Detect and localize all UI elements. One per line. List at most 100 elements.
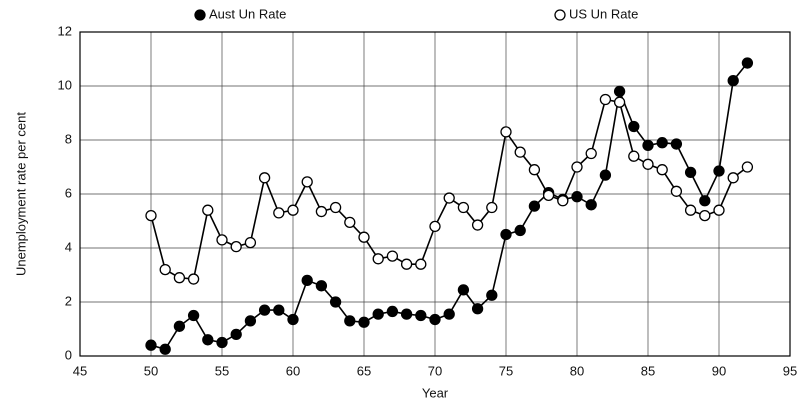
point <box>727 74 739 87</box>
x-axis-label: Year <box>422 385 449 400</box>
y-tick-label: 6 <box>65 185 72 200</box>
point <box>599 93 612 106</box>
point <box>273 207 285 219</box>
point <box>628 120 640 133</box>
point <box>514 224 526 237</box>
point <box>741 57 754 69</box>
point <box>713 165 725 177</box>
point <box>372 253 384 265</box>
point <box>557 195 569 207</box>
point <box>542 189 555 202</box>
point <box>159 263 171 276</box>
point <box>415 258 427 270</box>
point <box>727 172 739 184</box>
point <box>585 147 597 160</box>
point <box>415 309 427 322</box>
point <box>486 289 498 301</box>
point <box>386 305 399 318</box>
point <box>699 195 711 207</box>
point <box>656 164 668 176</box>
point <box>202 204 214 216</box>
point <box>486 201 498 214</box>
legend-label: Aust Un Rate <box>209 6 286 21</box>
line <box>150 98 748 280</box>
point <box>216 336 228 349</box>
point <box>258 304 271 316</box>
y-tick-label: 4 <box>65 239 72 254</box>
point <box>358 231 370 243</box>
x-tick-label: 50 <box>144 363 158 378</box>
point <box>500 228 512 241</box>
point <box>244 315 257 327</box>
x-tick-label: 70 <box>428 363 442 378</box>
point <box>400 258 413 270</box>
point <box>244 236 257 249</box>
point <box>741 161 754 173</box>
point <box>684 166 697 179</box>
point <box>471 219 484 231</box>
point <box>528 200 541 212</box>
point <box>613 85 626 98</box>
point <box>429 313 441 326</box>
point <box>443 192 455 204</box>
point <box>699 209 711 222</box>
point <box>358 316 370 328</box>
point <box>315 280 328 292</box>
x-tick-label: 80 <box>570 363 584 378</box>
x-tick-label: 65 <box>357 363 371 378</box>
point <box>145 209 157 222</box>
x-tick-label: 45 <box>73 363 87 378</box>
point <box>613 96 626 108</box>
point <box>429 220 441 233</box>
point <box>713 204 725 216</box>
point <box>344 315 356 327</box>
y-tick-label: 8 <box>65 131 72 146</box>
point <box>230 328 242 341</box>
point <box>585 199 597 211</box>
plot-frame <box>79 31 791 357</box>
x-tick-label: 85 <box>641 363 655 378</box>
x-tick-label: 75 <box>499 363 513 378</box>
y-axis-label: Unemployment rate per cent <box>13 112 28 276</box>
x-tick-label: 55 <box>215 363 229 378</box>
y-tick-label: 10 <box>58 77 72 92</box>
point <box>457 284 470 296</box>
point <box>670 185 683 197</box>
point <box>599 169 612 181</box>
y-tick-label: 2 <box>65 293 72 308</box>
point <box>642 139 654 152</box>
point <box>173 272 186 284</box>
point <box>187 309 200 322</box>
point <box>372 308 384 320</box>
point <box>329 296 342 308</box>
point <box>315 205 328 218</box>
point <box>173 320 186 332</box>
legend-label: US Un Rate <box>569 6 638 21</box>
line <box>150 62 749 351</box>
point <box>684 204 697 216</box>
point <box>202 334 214 346</box>
point <box>571 191 583 203</box>
point <box>301 176 313 188</box>
point <box>258 172 271 184</box>
point <box>628 150 640 162</box>
point <box>514 146 526 158</box>
point <box>287 204 299 216</box>
point <box>386 250 399 262</box>
point <box>187 273 200 285</box>
point <box>656 137 668 149</box>
x-tick-label: 90 <box>712 363 726 378</box>
legend-marker <box>194 9 206 21</box>
point <box>273 304 285 316</box>
point <box>301 274 313 287</box>
point <box>571 161 583 173</box>
point <box>145 339 157 351</box>
x-tick-label: 95 <box>783 363 797 378</box>
y-tick-label: 12 <box>58 23 72 38</box>
point <box>344 216 356 229</box>
point <box>457 201 470 214</box>
point <box>400 308 413 320</box>
point <box>670 138 683 150</box>
point <box>159 343 171 355</box>
